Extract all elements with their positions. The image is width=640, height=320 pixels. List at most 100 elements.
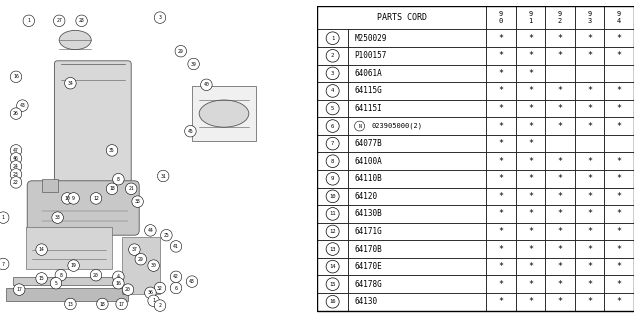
Circle shape [170, 271, 182, 283]
Text: 8: 8 [117, 177, 120, 182]
Text: 19: 19 [71, 263, 76, 268]
Text: *: * [528, 139, 533, 148]
Circle shape [326, 137, 339, 150]
Text: 64115I: 64115I [354, 104, 382, 113]
Circle shape [0, 258, 9, 270]
Text: *: * [616, 51, 621, 60]
Text: 28: 28 [79, 18, 84, 23]
Bar [604, 82, 634, 100]
Bar [486, 293, 516, 310]
Circle shape [10, 177, 22, 188]
FancyBboxPatch shape [54, 61, 131, 189]
Text: 7: 7 [2, 261, 4, 267]
Circle shape [61, 193, 73, 204]
Circle shape [326, 260, 339, 273]
Text: 40: 40 [204, 82, 209, 87]
Text: 1: 1 [152, 298, 155, 303]
Text: *: * [616, 86, 621, 95]
Bar [516, 29, 545, 47]
Bar [604, 205, 634, 223]
Text: *: * [587, 157, 592, 166]
Bar [317, 240, 349, 258]
Bar [317, 223, 349, 240]
Circle shape [175, 45, 187, 57]
Text: 5: 5 [331, 106, 334, 111]
Bar [317, 188, 349, 205]
Bar [317, 258, 349, 276]
Text: 64170E: 64170E [354, 262, 382, 271]
Text: 14: 14 [330, 264, 336, 269]
Text: *: * [499, 34, 504, 43]
Bar [317, 170, 349, 188]
Text: *: * [557, 34, 563, 43]
Bar [486, 152, 516, 170]
Bar [349, 65, 486, 82]
Text: 38: 38 [135, 199, 140, 204]
Bar [516, 223, 545, 240]
Bar [317, 293, 349, 310]
Text: *: * [587, 297, 592, 306]
Text: *: * [528, 157, 533, 166]
Text: *: * [557, 227, 563, 236]
Bar [575, 205, 604, 223]
Text: 21: 21 [129, 186, 134, 191]
Circle shape [132, 196, 143, 207]
Text: 48: 48 [189, 279, 195, 284]
Bar [486, 29, 516, 47]
Text: P100157: P100157 [354, 51, 387, 60]
Circle shape [148, 295, 159, 307]
Text: 13: 13 [330, 246, 336, 252]
Text: *: * [616, 122, 621, 131]
Circle shape [154, 300, 166, 311]
Text: 14: 14 [39, 247, 44, 252]
Text: *: * [587, 174, 592, 183]
Bar [349, 205, 486, 223]
Text: 30: 30 [151, 263, 156, 268]
Text: *: * [557, 262, 563, 271]
Bar [486, 223, 516, 240]
Bar [486, 276, 516, 293]
Text: *: * [528, 69, 533, 78]
Bar [545, 276, 575, 293]
Text: 64115G: 64115G [354, 86, 382, 95]
Text: 42: 42 [173, 274, 179, 279]
Bar [545, 6, 575, 29]
Circle shape [10, 153, 22, 164]
Text: *: * [499, 157, 504, 166]
Text: *: * [557, 104, 563, 113]
Bar [604, 223, 634, 240]
Bar [486, 240, 516, 258]
FancyBboxPatch shape [28, 181, 140, 235]
Text: *: * [528, 104, 533, 113]
Text: *: * [616, 104, 621, 113]
Bar [545, 170, 575, 188]
Text: 64130: 64130 [354, 297, 378, 306]
Text: *: * [499, 51, 504, 60]
Bar [604, 152, 634, 170]
Circle shape [76, 15, 87, 27]
Text: 36: 36 [148, 290, 153, 295]
Bar [575, 47, 604, 65]
Bar [486, 205, 516, 223]
Bar [349, 135, 486, 152]
Bar [575, 29, 604, 47]
Bar [349, 152, 486, 170]
Text: 2: 2 [331, 53, 334, 58]
Text: 1: 1 [2, 215, 4, 220]
Text: M250029: M250029 [354, 34, 387, 43]
Circle shape [116, 298, 127, 310]
Text: *: * [499, 139, 504, 148]
Bar [545, 152, 575, 170]
Bar [575, 65, 604, 82]
Text: *: * [616, 297, 621, 306]
Text: *: * [528, 122, 533, 131]
Text: *: * [499, 104, 504, 113]
Text: *: * [616, 34, 621, 43]
Circle shape [55, 269, 67, 281]
Text: 20: 20 [93, 273, 99, 278]
Text: *: * [616, 280, 621, 289]
Circle shape [326, 295, 339, 308]
Text: 9
4: 9 4 [617, 12, 621, 24]
Text: 34: 34 [68, 81, 73, 86]
Text: *: * [616, 192, 621, 201]
